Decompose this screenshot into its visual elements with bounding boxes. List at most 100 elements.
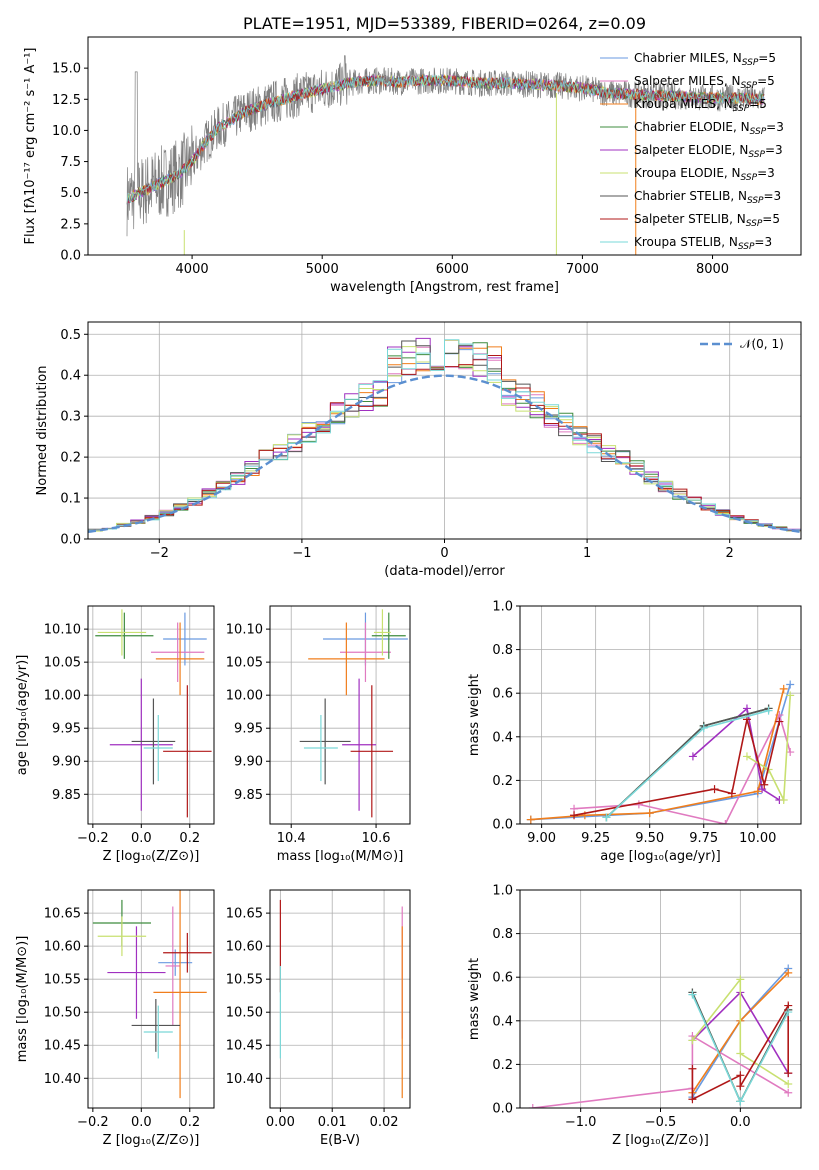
- chart-title: PLATE=1951, MJD=53389, FIBERID=0264, z=0…: [243, 14, 646, 33]
- x-tick-label: 9.75: [689, 831, 718, 846]
- axes-frame-age_vs_mass: [269, 605, 411, 825]
- y-tick-label: 0.8: [492, 643, 513, 658]
- y-tick-label: 10.65: [44, 907, 81, 922]
- y-tick-label: 10.05: [226, 656, 263, 671]
- y-tick-label: 10.65: [226, 907, 263, 922]
- y-tick-label: 0.6: [492, 687, 513, 702]
- legend-text: Salpeter STELIB, N: [634, 212, 746, 226]
- legend-subscript: SSP: [746, 219, 763, 229]
- x-tick-label: 2: [726, 546, 734, 561]
- weight-point: [764, 706, 773, 715]
- x-tick-label: 4000: [176, 262, 209, 277]
- x-tick-label: −1: [292, 546, 311, 561]
- weight-point: [786, 748, 795, 757]
- panel-residuals: −2 −1 0 1 2 0.0 0.1 0.2 0.3 0.4 0.5 (data-model)/er…: [35, 321, 802, 579]
- legend-text: =5: [757, 74, 775, 88]
- y-tick-label: 0.2: [60, 451, 81, 466]
- x-axis-label: Z [log₁₀(Z/Z⊙)]: [612, 1133, 709, 1148]
- y-axis-label: mass weight: [467, 674, 482, 756]
- weight-point: [570, 811, 579, 820]
- x-tick-label: 0.0: [730, 1115, 751, 1130]
- x-tick-label: 0.01: [318, 1115, 347, 1130]
- x-axis-label: wavelength [Angstrom, rest frame]: [330, 280, 559, 295]
- legend-entry: Salpeter ELODIE, NSSP=3: [634, 143, 783, 160]
- weight-line-chabrier-miles: [530, 684, 791, 821]
- weight-point: [760, 780, 769, 789]
- panel-mass_vs_Z: −0.2 0.0 0.2 10.40 10.45 10.50 10.55 10.60 10.65…: [15, 889, 215, 1148]
- x-tick-label: 9.00: [527, 831, 556, 846]
- y-tick-label: 1.0: [492, 884, 513, 899]
- y-tick-label: 9.90: [52, 755, 81, 770]
- x-tick-label: −2: [150, 546, 169, 561]
- weight-point: [758, 785, 767, 794]
- legend-text: Chabrier STELIB, N: [634, 189, 747, 203]
- y-axis-label: Normed distribution: [35, 366, 50, 496]
- plot-area-age_vs_mass: [270, 606, 410, 824]
- x-tick-label: 0.02: [370, 1115, 399, 1130]
- weight-line-salpeter-miles: [573, 712, 791, 824]
- y-tick-label: 0.0: [60, 249, 81, 264]
- weight-point: [742, 704, 751, 713]
- y-tick-label: 7.5: [60, 155, 81, 170]
- weight-point: [779, 684, 788, 693]
- y-tick-label: 0.5: [60, 328, 81, 343]
- panel-weight_vs_Z: −1.0 −0.5 0.0 0.0 0.2 0.4 0.6 0.8 1.0 Z [log₁₀(Z/…: [467, 884, 802, 1148]
- legend-text: Chabrier MILES, N: [634, 51, 742, 65]
- axes-frame-mass_vs_ebv: [269, 889, 411, 1109]
- weight-point: [775, 717, 784, 726]
- weight-point: [602, 813, 611, 822]
- y-tick-label: 0.6: [492, 971, 513, 986]
- legend-entry: Chabrier MILES, NSSP=5: [634, 51, 776, 68]
- x-axis-label: (data-model)/error: [384, 564, 505, 579]
- y-tick-label: 10.10: [226, 623, 263, 638]
- weight-point: [526, 815, 535, 824]
- plot-area-mass_vs_Z: [88, 890, 214, 1108]
- y-axis-label: mass [log₁₀(M/M⊙)]: [15, 936, 30, 1063]
- x-tick-label: −0.2: [77, 831, 109, 846]
- legend-entry: Kroupa ELODIE, NSSP=3: [634, 166, 775, 183]
- normal-reference-curve: [88, 374, 801, 533]
- x-axis-label: E(B-V): [320, 1133, 360, 1148]
- y-axis-label: age [log₁₀(age/yr)]: [15, 655, 30, 776]
- legend-text: =3: [754, 235, 772, 249]
- weight-point: [688, 1095, 697, 1104]
- plot-area-weight_vs_Z: [520, 890, 801, 1108]
- plot-area-mass_vs_ebv: [270, 890, 410, 1108]
- y-tick-label: 9.90: [234, 755, 263, 770]
- x-tick-label: 0.2: [179, 1115, 200, 1130]
- y-tick-label: 0.0: [60, 533, 81, 548]
- panel-weight_vs_age: 9.00 9.25 9.50 9.75 10.00 0.0 0.2 0.4 0.6 0.8 1.0 a…: [467, 600, 802, 864]
- weight-point: [753, 787, 762, 796]
- legend-text: =5: [749, 97, 767, 111]
- y-tick-label: 1.0: [492, 600, 513, 615]
- y-tick-label: 9.85: [234, 788, 263, 803]
- x-tick-label: 0.0: [131, 831, 152, 846]
- panel-spectrum: 4000 5000 6000 7000 8000 0.0 2.5 5.0 7.5 10.0 12.5…: [23, 14, 802, 295]
- legend-text: =3: [764, 189, 782, 203]
- y-tick-label: 0.8: [492, 927, 513, 942]
- panel-age_vs_mass: 10.4 10.6 9.85 9.90 9.95 10.00 10.05 10.10 mass …: [226, 605, 411, 864]
- x-tick-label: 7000: [566, 262, 599, 277]
- weight-point: [736, 1082, 745, 1091]
- x-tick-label: −0.5: [645, 1115, 677, 1130]
- y-tick-label: 9.95: [52, 722, 81, 737]
- weight-point: [736, 1097, 745, 1106]
- y-tick-label: 5.0: [60, 186, 81, 201]
- legend-subscript: SSP: [741, 81, 758, 91]
- weight-point: [784, 968, 793, 977]
- weight-point: [688, 990, 697, 999]
- model-spectrum-kroupa-stelib: [126, 74, 765, 205]
- axes-frame-mass_vs_Z: [87, 889, 215, 1109]
- weight-point: [721, 820, 730, 824]
- x-axis-label: Z [log₁₀(Z/Z⊙)]: [103, 849, 200, 864]
- plot-area-spectrum: [126, 55, 765, 255]
- legend-entry: 𝒩(0, 1): [740, 337, 784, 351]
- weight-point: [784, 1069, 793, 1078]
- weight-point: [742, 752, 751, 761]
- weight-point: [784, 1080, 793, 1089]
- legend-entry: Salpeter MILES, NSSP=5: [634, 74, 775, 91]
- weight-point: [736, 1071, 745, 1080]
- x-tick-label: 10.6: [362, 831, 391, 846]
- legend-text: =3: [765, 143, 783, 157]
